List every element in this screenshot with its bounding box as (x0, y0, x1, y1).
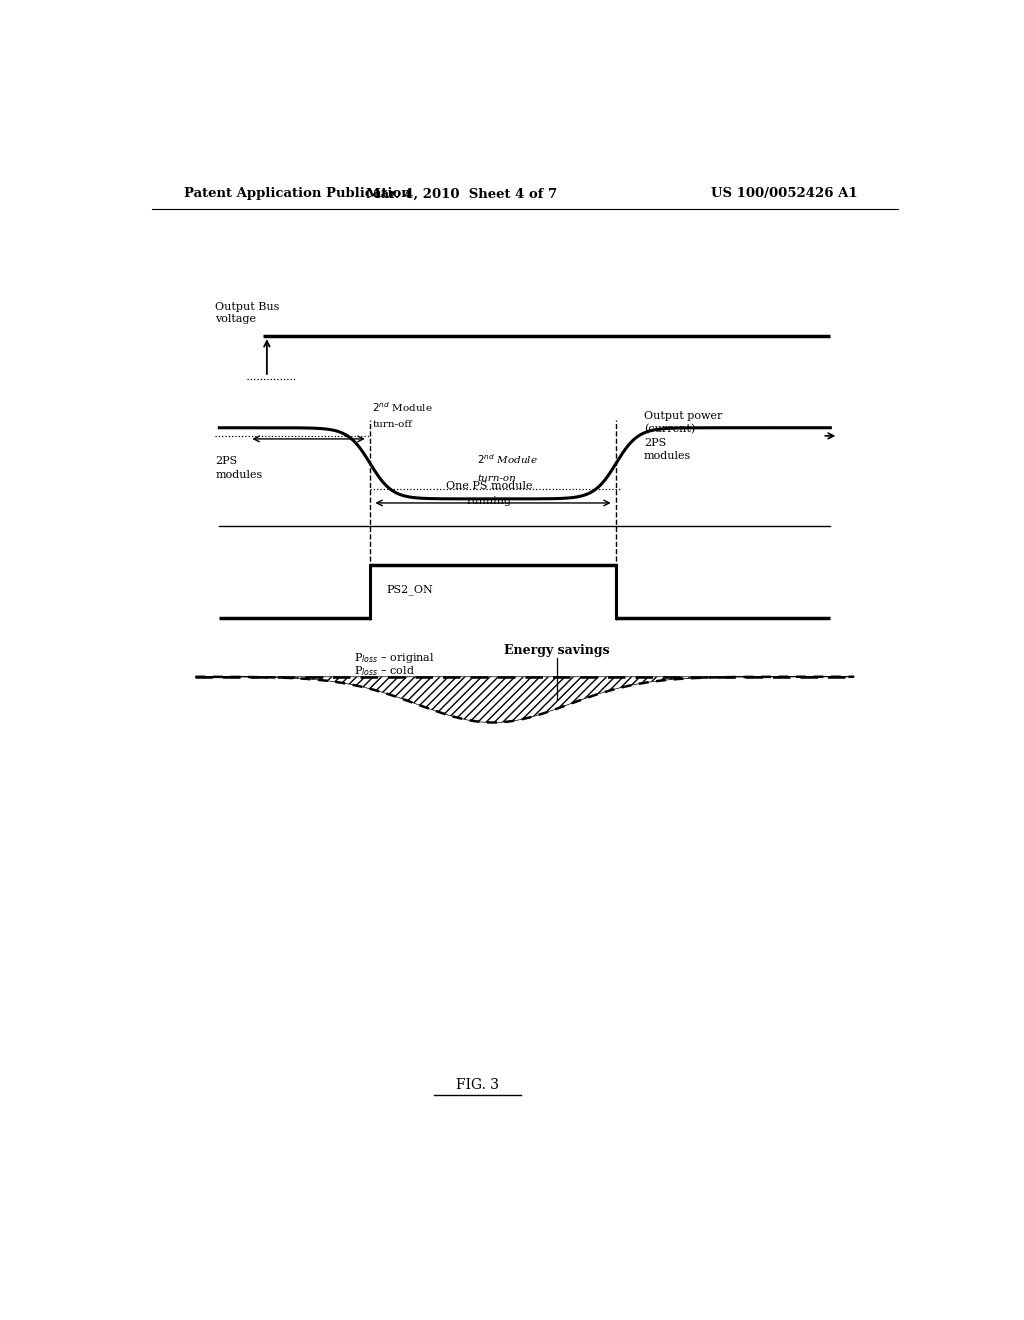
Text: One PS module: One PS module (445, 480, 532, 491)
Text: turn-off: turn-off (373, 420, 413, 429)
Text: Mar. 4, 2010  Sheet 4 of 7: Mar. 4, 2010 Sheet 4 of 7 (366, 187, 557, 201)
Text: P$_{loss}$ – original: P$_{loss}$ – original (354, 651, 435, 664)
Text: 2PS: 2PS (215, 457, 238, 466)
Text: $2^{nd}$ Module: $2^{nd}$ Module (477, 453, 538, 466)
Text: FIG. 3: FIG. 3 (456, 1078, 499, 1093)
Text: running: running (467, 496, 512, 506)
Text: Patent Application Publication: Patent Application Publication (183, 187, 411, 201)
Text: $2^{nd}$ Module: $2^{nd}$ Module (373, 400, 433, 413)
Text: 2PS: 2PS (644, 438, 666, 447)
Text: Output power: Output power (644, 411, 722, 421)
Text: P$_{loss}$ – cold: P$_{loss}$ – cold (354, 664, 415, 677)
Text: turn-on: turn-on (477, 474, 516, 483)
Text: PS2_ON: PS2_ON (386, 583, 433, 595)
Text: US 100/0052426 A1: US 100/0052426 A1 (712, 187, 858, 201)
Text: modules: modules (215, 470, 262, 479)
Text: modules: modules (644, 451, 691, 461)
Text: Energy savings: Energy savings (504, 644, 609, 657)
Text: Output Bus
voltage: Output Bus voltage (215, 302, 280, 325)
Text: (current): (current) (644, 424, 695, 434)
